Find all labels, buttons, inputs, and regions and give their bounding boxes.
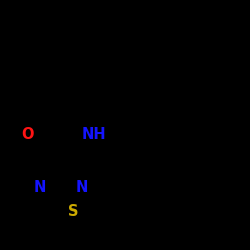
Text: N: N [75,180,88,194]
Text: S: S [68,204,79,219]
Text: O: O [22,127,34,142]
Text: NH: NH [81,127,106,142]
Text: N: N [34,180,46,194]
